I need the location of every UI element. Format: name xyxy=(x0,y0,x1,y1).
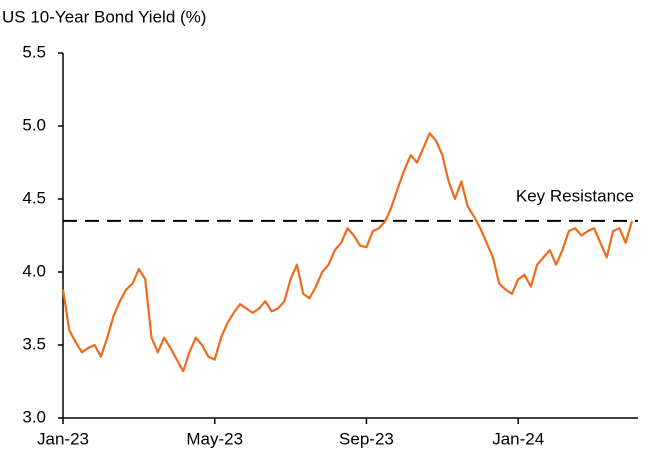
y-tick-label: 5.0 xyxy=(22,115,46,134)
y-tick-label: 5.5 xyxy=(22,42,46,61)
y-tick-label: 4.0 xyxy=(22,261,46,280)
y-tick-label: 3.0 xyxy=(22,407,46,426)
reference-label: Key Resistance xyxy=(516,186,634,205)
data-line xyxy=(61,132,634,373)
x-tick-label: Jan-23 xyxy=(37,429,89,448)
chart-title: US 10-Year Bond Yield (%) xyxy=(2,7,206,26)
y-tick-label: 3.5 xyxy=(22,334,46,353)
y-tick-label: 4.5 xyxy=(22,188,46,207)
x-tick-label: Jan-24 xyxy=(492,429,544,448)
x-tick-label: Sep-23 xyxy=(339,429,394,448)
x-tick-label: May-23 xyxy=(186,429,243,448)
